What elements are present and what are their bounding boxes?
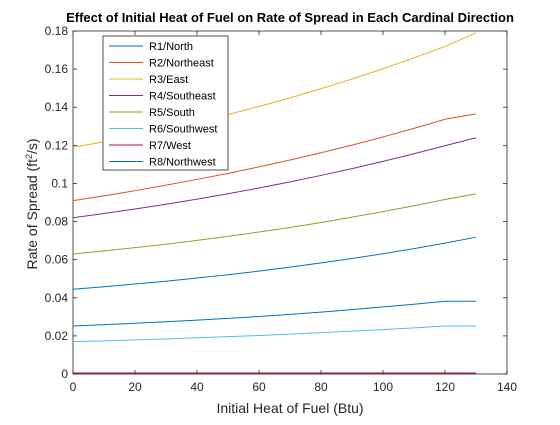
y-tick-label: 0.14 [45,100,69,114]
legend-entries: R1/North R2/Northeast R3/East R4/Southeast R… [109,41,217,169]
series-lines [72,32,477,374]
x-axis-label: Initial Heat of Fuel (Btu) [216,400,363,416]
legend-label: R1/North [149,41,193,53]
y-axis-label-main: Rate of Spread (ft [24,159,40,270]
y-tick-label: 0 [61,367,68,381]
y-tick-label: 0.16 [45,62,69,76]
y-axis-label-superscript: 2 [24,154,34,159]
legend-label: R5/South [149,107,195,119]
x-tick-label: 100 [373,380,393,394]
y-tick-label: 0.02 [45,329,69,343]
y-tick-label: 0.04 [45,291,69,305]
x-tick-label: 80 [314,380,328,394]
y-axis-label-tail: /s) [24,138,40,154]
y-tick-label: 0.12 [45,138,69,152]
legend: R1/North R2/Northeast R3/East R4/Southeast R… [102,35,229,171]
series-line-r5-south [72,193,477,255]
series-line-r2-northeast [72,113,477,202]
series-line-r1-north [72,236,477,290]
x-tick-label: 140 [497,380,517,394]
legend-label: R3/East [149,74,188,86]
x-tick-label: 20 [128,380,142,394]
x-axis: 0 20 40 60 80 100 120 140 [70,31,517,394]
series-line-r4-southeast [72,137,477,219]
series-line-r6-southwest [72,325,476,343]
y-tick-label: 0.18 [45,24,69,38]
x-tick-label: 0 [70,380,77,394]
legend-label: R2/Northeast [149,58,214,70]
y-tick-label: 0.08 [45,215,69,229]
legend-label: R4/Southeast [149,91,216,103]
y-tick-label: 0.1 [51,176,68,190]
legend-label: R7/West [149,140,191,152]
chart-title: Effect of Initial Heat of Fuel on Rate o… [66,10,514,25]
legend-box [102,35,229,171]
series-line-r8-northwest [72,300,476,327]
y-axis: 0 0.02 0.04 0.06 0.08 0.1 0.12 0.14 0.16 0.18 [45,24,507,381]
x-tick-label: 60 [252,380,266,394]
x-tick-label: 120 [435,380,455,394]
y-tick-label: 0.06 [45,253,69,267]
legend-label: R6/Southwest [149,124,217,136]
y-axis-label: Rate of Spread (ft2/s) [24,138,40,269]
x-tick-label: 40 [190,380,204,394]
legend-label: R8/Northwest [149,157,216,169]
